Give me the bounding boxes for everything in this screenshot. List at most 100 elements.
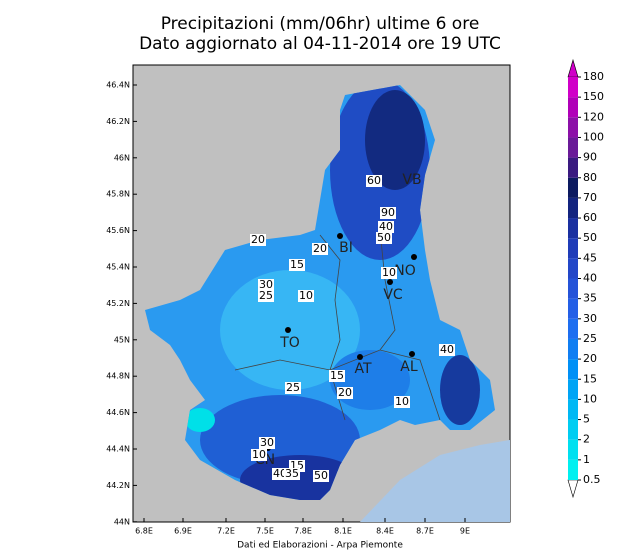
lon-tick-label: 8.7E — [416, 527, 434, 536]
colorbar-segment — [568, 157, 578, 178]
contour-label-box — [439, 344, 455, 356]
colorbar-label: 180 — [583, 70, 604, 83]
city-dot — [337, 233, 343, 239]
lat-tick-label: 46.2N — [106, 117, 130, 126]
colorbar-label: 40 — [583, 272, 597, 285]
colorbar-segment — [568, 379, 578, 400]
contour-label-box — [366, 175, 382, 187]
contour-label: 50 — [377, 231, 391, 244]
contour-label: 10 — [395, 395, 409, 408]
contour-label: 40 — [273, 467, 287, 480]
city-label: TO — [279, 335, 300, 351]
lon-tick-label: 8.4E — [376, 527, 394, 536]
colorbar-label: 25 — [583, 332, 597, 345]
contour-label: 25 — [259, 289, 273, 302]
contour-label-box — [381, 267, 397, 279]
lon-axis: 6.8E 6.9E 7.2E 7.5E 7.8E 8.1E 8.4E 8.7E 9E — [135, 518, 470, 536]
colorbar-label: 10 — [583, 392, 597, 405]
contour-label-box — [285, 382, 301, 394]
colorbar-segment — [568, 359, 578, 380]
city-dot — [285, 327, 291, 333]
contour-label: 25 — [286, 381, 300, 394]
colorbar-segment — [568, 278, 578, 299]
lat-tick-label: 45.2N — [106, 299, 130, 308]
contour-label: 10 — [252, 448, 266, 461]
colorbar-over — [567, 58, 579, 78]
city-label: AT — [354, 361, 371, 377]
lat-tick-label: 45.6N — [106, 226, 130, 235]
colorbar-label: 45 — [583, 251, 597, 264]
contour-label: 50 — [314, 469, 328, 482]
contour-label-box — [289, 259, 305, 271]
colorbar-segment — [568, 338, 578, 360]
colorbar-label: 1 — [583, 453, 590, 466]
lat-tick-label: 45.8N — [106, 190, 130, 199]
map — [132, 64, 511, 523]
contour-label-box — [284, 468, 300, 480]
contour-label-box — [258, 279, 274, 291]
contour-label: 60 — [367, 174, 381, 187]
colorbar-label: 60 — [583, 211, 597, 224]
colorbar-segment — [568, 238, 578, 259]
contour-label: 10 — [299, 289, 313, 302]
lon-tick-label: 6.9E — [174, 527, 192, 536]
colorbar-under — [567, 479, 579, 499]
colorbar: 0.51251015202530354045506070809010012015… — [567, 58, 604, 499]
lon-tick-label: 9E — [460, 527, 470, 536]
city-dot — [387, 279, 393, 285]
contour-label-box — [394, 396, 410, 408]
lon-tick-label: 8.1E — [334, 527, 352, 536]
lat-tick-label: 44N — [114, 517, 130, 526]
city-dot — [411, 254, 417, 260]
colorbar-segment — [568, 258, 578, 279]
colorbar-label: 50 — [583, 231, 597, 244]
map-labels: VBBINOVCTOATALCN609040502020153025101010… — [250, 172, 455, 482]
lon-tick-label: 6.8E — [135, 527, 153, 536]
lat-tick-label: 44.4N — [106, 445, 130, 454]
contour-label-box — [329, 370, 345, 382]
colorbar-segment — [568, 117, 578, 138]
contour-label: 90 — [381, 206, 395, 219]
contour-label: 15 — [330, 369, 344, 382]
contour-label-box — [298, 290, 314, 302]
colorbar-segment — [568, 218, 578, 239]
contour-label: 30 — [260, 436, 274, 449]
city-dot — [357, 354, 363, 360]
colorbar-label: 120 — [583, 110, 604, 123]
colorbar-segment — [568, 77, 578, 98]
colorbar-segment — [568, 298, 578, 319]
colorbar-segment — [568, 197, 578, 219]
contour-label: 10 — [382, 266, 396, 279]
colorbar-segment — [568, 419, 578, 440]
lon-tick-label: 7.5E — [256, 527, 274, 536]
city-dot — [409, 351, 415, 357]
colorbar-label: 100 — [583, 130, 604, 143]
colorbar-segment — [568, 97, 578, 118]
colorbar-segment — [568, 459, 578, 480]
contour-label-box — [337, 387, 353, 399]
footer: Dati ed Elaborazioni - Arpa Piemonte — [237, 541, 403, 551]
contour-label: 40 — [379, 220, 393, 233]
city-label: BI — [339, 240, 353, 256]
sea — [360, 440, 510, 522]
contour-label-box — [312, 243, 328, 255]
colorbar-label: 2 — [583, 433, 590, 446]
lat-tick-label: 46.4N — [106, 81, 130, 90]
lon-tick-label: 7.8E — [294, 527, 312, 536]
contour-label-box — [380, 207, 396, 219]
colorbar-label: 70 — [583, 191, 597, 204]
colorbar-label: 35 — [583, 292, 597, 305]
colorbar-label: 20 — [583, 352, 597, 365]
city-label: VB — [402, 172, 421, 188]
colorbar-label: 15 — [583, 372, 597, 385]
lat-tick-label: 44.6N — [106, 408, 130, 417]
colorbar-label: 80 — [583, 171, 597, 184]
contour-label-box — [250, 234, 266, 246]
contour-label-box — [251, 449, 267, 461]
lat-tick-label: 45N — [114, 335, 130, 344]
subtitle: Dato aggiornato al 04-11-2014 ore 19 UTC — [139, 34, 501, 54]
lat-tick-label: 44.8N — [106, 372, 130, 381]
colorbar-label: 0.5 — [583, 473, 601, 486]
colorbar-segment — [568, 137, 578, 158]
